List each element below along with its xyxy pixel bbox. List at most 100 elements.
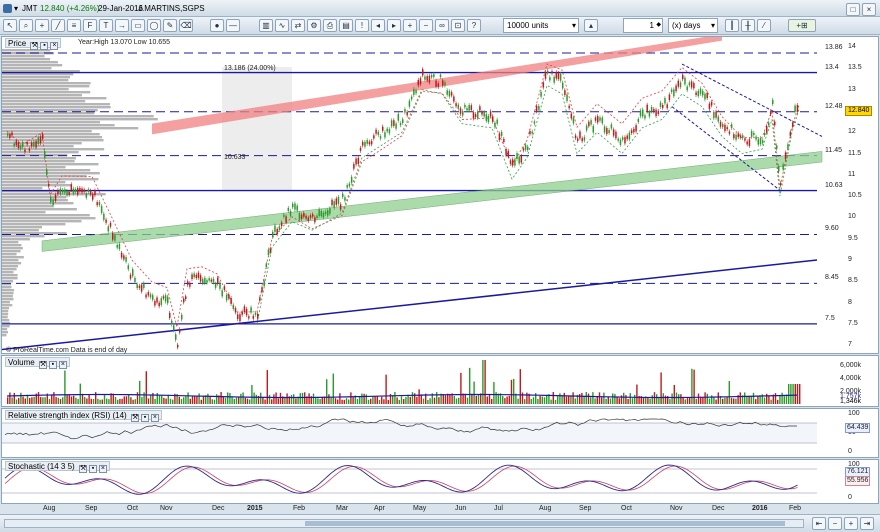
stochastic-panel[interactable]: Stochastic (14 3 5) ⚒ ▪ × 100 0 76.121 55.… <box>1 459 879 504</box>
volume-bar <box>561 395 563 404</box>
settings-icon[interactable]: ▪ <box>88 465 97 473</box>
volume-bar <box>719 395 722 404</box>
cursor-icon[interactable]: ↖ <box>3 19 17 32</box>
ellipse-icon[interactable]: ◯ <box>147 19 161 32</box>
candle-body <box>477 111 479 119</box>
close-icon[interactable]: × <box>98 465 107 473</box>
period-input[interactable]: 1 ◆ <box>623 18 663 33</box>
text-tool-icon[interactable]: T <box>99 19 113 32</box>
volume-bar <box>570 395 572 404</box>
settings-icon[interactable]: ▪ <box>140 414 149 422</box>
settings-icon[interactable]: ⚙ <box>307 19 321 32</box>
zoom-out-icon[interactable]: − <box>828 517 842 530</box>
settings-icon[interactable]: ▪ <box>48 361 57 369</box>
zoom-in-icon[interactable]: + <box>844 517 858 530</box>
candle-body <box>630 130 633 134</box>
volume-panel[interactable]: Volume ⚒ ▪ × 6,000k 4,000k 2,000k 1,757k 1… <box>1 355 879 407</box>
volume-bar <box>790 384 792 404</box>
volume-bar <box>420 394 422 404</box>
close-icon[interactable]: × <box>150 414 159 422</box>
wrench-icon[interactable]: ⚒ <box>78 465 87 473</box>
bars-icon[interactable]: ╫ <box>741 19 755 32</box>
volume-profile-bar <box>2 142 82 145</box>
crosshair-icon[interactable]: + <box>35 19 49 32</box>
volume-bar <box>227 392 229 404</box>
candle-body <box>527 146 529 150</box>
maximize-icon[interactable]: □ <box>846 3 860 16</box>
line-tool-icon[interactable]: ╱ <box>51 19 65 32</box>
candle-body <box>433 74 435 78</box>
volume-profile-bar <box>2 259 19 262</box>
rectangle-icon[interactable]: ▭ <box>131 19 145 32</box>
price-panel[interactable]: Price ⚒ ▪ × Year:High 13.070 Low 10.655 13… <box>1 36 879 354</box>
candle-body <box>675 85 677 92</box>
close-icon[interactable]: × <box>50 42 59 50</box>
arrow-tool-icon[interactable]: → <box>115 19 129 32</box>
x-axis-label: May <box>413 505 427 512</box>
history-scrollbar[interactable] <box>4 519 804 528</box>
vol-current: 1,346k <box>840 398 862 406</box>
new-chart-button[interactable]: +⊞ <box>788 19 816 32</box>
scroll-right-icon[interactable]: ▸ <box>387 19 401 32</box>
volume-bar <box>618 398 620 404</box>
candle-body <box>276 228 278 235</box>
scroll-home-icon[interactable]: ⇤ <box>812 517 826 530</box>
close-icon[interactable]: × <box>862 3 876 16</box>
volume-bar <box>55 397 57 404</box>
volume-bar <box>295 398 297 404</box>
print-icon[interactable]: ⎙ <box>323 19 337 32</box>
candle-body <box>766 126 768 133</box>
rsi-band <box>2 423 817 443</box>
help-icon[interactable]: ? <box>467 19 481 32</box>
chart-type-icon[interactable]: ▥ <box>259 19 273 32</box>
candle-body <box>327 210 329 216</box>
zoom-in-icon[interactable]: + <box>403 19 417 32</box>
zoom-out-icon[interactable]: − <box>419 19 433 32</box>
zoom-icon[interactable]: ⌕ <box>19 19 33 32</box>
candle-body <box>603 126 606 133</box>
color-picker-icon[interactable]: ● <box>210 19 224 32</box>
indicators-icon[interactable]: ∿ <box>275 19 289 32</box>
candle-icon[interactable]: ┃ <box>725 19 739 32</box>
line-chart-icon[interactable]: ⁄ <box>757 19 771 32</box>
line-style-icon[interactable]: ― <box>226 19 240 32</box>
unit-stepper-icon[interactable]: ▴ <box>584 19 598 32</box>
alert-icon[interactable]: ! <box>355 19 369 32</box>
price-tick: 9.5 <box>848 234 858 242</box>
scroll-thumb[interactable] <box>305 521 785 526</box>
volume-bar <box>722 398 724 404</box>
close-icon[interactable]: × <box>58 361 67 369</box>
candle-body <box>395 123 397 129</box>
candle-body <box>699 88 702 94</box>
wrench-icon[interactable]: ⚒ <box>38 361 47 369</box>
wrench-icon[interactable]: ⚒ <box>30 42 39 50</box>
rsi-panel[interactable]: Relative strength index (RSI) (14) ⚒ ▪ × 1… <box>1 408 879 458</box>
candle-body <box>450 92 453 96</box>
volume-profile-bar <box>2 316 8 319</box>
wrench-icon[interactable]: ⚒ <box>130 414 139 422</box>
lock-icon[interactable]: ⊡ <box>451 19 465 32</box>
volume-bar <box>524 399 526 404</box>
settings-icon[interactable]: ▪ <box>40 42 49 50</box>
scroll-end-icon[interactable]: ⇥ <box>860 517 874 530</box>
volume-profile-bar <box>2 298 14 301</box>
candle-body <box>79 187 81 191</box>
link-icon[interactable]: ∞ <box>435 19 449 32</box>
save-icon[interactable]: ▤ <box>339 19 353 32</box>
compare-icon[interactable]: ⇄ <box>291 19 305 32</box>
channel-tool-icon[interactable]: ≡ <box>67 19 81 32</box>
volume-bar <box>711 395 713 404</box>
spinner-icon[interactable]: ◆ <box>656 22 661 28</box>
scroll-left-icon[interactable]: ◂ <box>371 19 385 32</box>
candle-body <box>94 190 96 196</box>
period-unit-select[interactable]: (x) days ▾ <box>668 18 718 33</box>
current-price-tag: 12.840 <box>845 106 873 116</box>
candle-body <box>241 311 243 315</box>
eraser-icon[interactable]: ⌫ <box>179 19 193 32</box>
expand-arrow-icon[interactable]: ▾ <box>14 4 19 13</box>
pen-icon[interactable]: ✎ <box>163 19 177 32</box>
units-select[interactable]: 10000 units ▾ <box>503 18 579 33</box>
range-box <box>222 67 292 190</box>
fibonacci-icon[interactable]: F <box>83 19 97 32</box>
volume-bar <box>121 398 123 404</box>
